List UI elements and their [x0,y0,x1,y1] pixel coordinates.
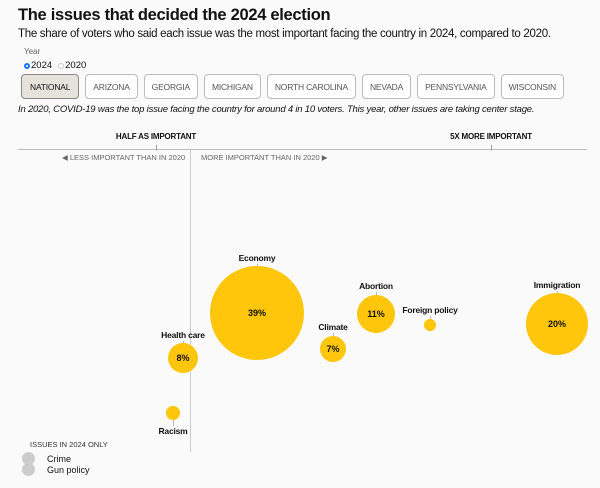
bubble-label-economy: Economy [238,253,276,263]
bubble-value-climate: 7% [326,344,340,354]
label-leader-foreign-policy [430,316,431,319]
year-radio-2024[interactable]: 2024 [24,60,52,71]
subtitle: The share of voters who said each issue … [18,28,551,40]
region-tabs: NATIONAL ARIZONA GEORGIA MICHIGAN NORTH … [21,74,564,99]
label-leader-abortion [376,292,377,295]
tick-5x [491,145,492,150]
parity-line [190,150,191,452]
tab-georgia[interactable]: GEORGIA [143,74,198,99]
label-leader-climate [333,333,334,336]
bubble-immigration[interactable]: 20% [526,293,588,355]
bubble-foreign-policy[interactable] [424,319,436,331]
radio-unchecked-icon [58,62,65,69]
arrow-left-icon: ◀ [62,153,70,162]
bubble-label-health-care: Health care [161,330,205,340]
gray-circle-icon [22,463,35,476]
bubble-label-foreign-policy: Foreign policy [402,305,458,315]
legend-item-gun-policy: Gun policy [22,463,90,476]
bubble-economy[interactable]: 39% [210,266,304,360]
tab-national[interactable]: NATIONAL [21,74,80,99]
less-important-label: ◀ LESS IMPORTANT THAN IN 2020 [62,153,185,162]
label-leader-economy [257,264,258,266]
tick-label-5x: 5X MORE IMPORTANT [450,132,532,141]
tab-nevada[interactable]: NEVADA [361,74,412,99]
more-important-label: MORE IMPORTANT THAN IN 2020 ▶ [201,153,328,162]
legend-title: ISSUES IN 2024 ONLY [30,440,108,449]
bubble-label-racism: Racism [158,426,188,436]
x-axis-line [18,149,587,150]
tab-wisconsin[interactable]: WISCONSIN [500,74,564,99]
tick-label-half: HALF AS IMPORTANT [115,132,197,141]
bubble-abortion[interactable]: 11% [357,295,395,333]
bubble-value-immigration: 20% [547,319,566,329]
arrow-right-icon: ▶ [319,153,328,162]
radio-checked-icon [24,62,30,69]
legend-label: Gun policy [47,464,90,475]
tick-half [156,145,157,150]
bubble-value-health-care: 8% [176,353,190,363]
bubble-label-climate: Climate [318,322,348,332]
label-leader-immigration [557,291,558,293]
label-leader-racism [173,420,174,426]
tab-michigan[interactable]: MICHIGAN [203,74,261,99]
more-important-text: MORE IMPORTANT THAN IN 2020 [201,153,320,162]
radio-label: 2024 [31,60,53,71]
page-title: The issues that decided the 2024 electio… [18,6,331,24]
gray-circle-icon [22,452,35,465]
chart-note: In 2020, COVID-19 was the top issue faci… [18,104,535,115]
year-radio-group: 2024 2020 [24,60,86,71]
tab-north-carolina[interactable]: NORTH CAROLINA [266,74,356,99]
bubble-value-abortion: 11% [367,309,385,319]
bubble-label-immigration: Immigration [533,280,581,290]
radio-label: 2020 [65,60,87,71]
legend-label: Crime [47,453,71,464]
year-radio-2020[interactable]: 2020 [58,60,86,71]
label-leader-health-care [183,341,184,343]
less-important-text: LESS IMPORTANT THAN IN 2020 [69,153,186,162]
legend-item-crime: Crime [22,452,71,465]
tab-pennsylvania[interactable]: PENNSYLVANIA [417,74,495,99]
bubble-health-care[interactable]: 8% [168,343,198,373]
bubble-value-economy: 39% [247,308,266,318]
bubble-climate[interactable]: 7% [320,336,346,362]
year-label: Year [24,47,41,56]
bubble-racism[interactable] [166,406,180,420]
tab-arizona[interactable]: ARIZONA [85,74,138,99]
bubble-label-abortion: Abortion [359,281,393,291]
